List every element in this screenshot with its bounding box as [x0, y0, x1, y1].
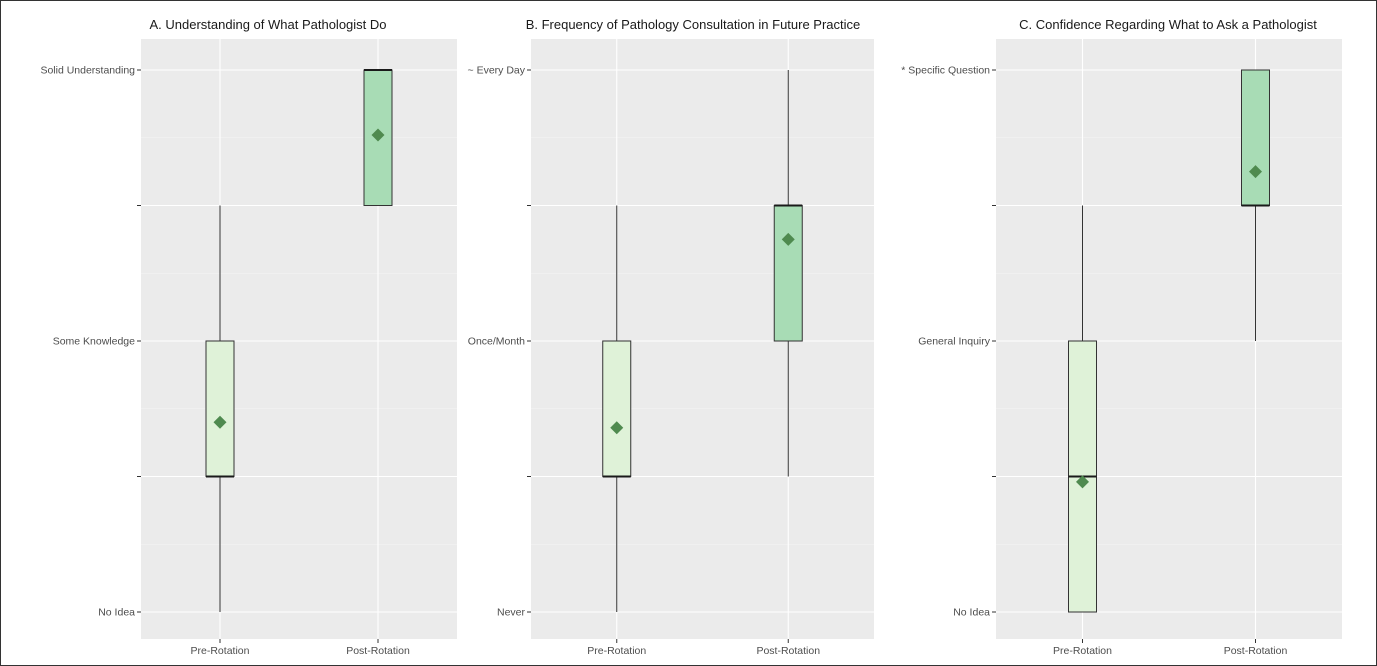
panel-background — [141, 39, 457, 639]
mean-marker — [1249, 165, 1262, 179]
mean-marker — [610, 421, 624, 435]
y-tick-label: Solid Understanding — [40, 65, 135, 77]
y-tick-label: Some Knowledge — [53, 336, 135, 348]
y-tick-label: Once/Month — [468, 336, 525, 348]
x-tick-label: Pre-Rotation — [587, 645, 646, 657]
y-tick-label: * Specific Question — [901, 65, 990, 77]
panel-background — [531, 39, 874, 639]
mean-marker — [213, 415, 227, 429]
mean-marker — [1076, 475, 1089, 489]
chart-title: A. Understanding of What Pathologist Do — [149, 17, 386, 32]
chart-title: C. Confidence Regarding What to Ask a Pa… — [1019, 17, 1317, 32]
box — [602, 340, 632, 477]
y-tick-label: No Idea — [98, 607, 135, 619]
box — [1241, 69, 1270, 206]
mean-marker — [371, 128, 385, 142]
y-tick-label: Never — [497, 607, 526, 619]
y-tick-label: General Inquiry — [918, 336, 991, 348]
box — [205, 340, 235, 477]
box — [773, 205, 803, 342]
panel-background — [996, 39, 1342, 639]
x-tick-label: Post-Rotation — [1224, 645, 1288, 657]
x-tick-label: Pre-Rotation — [191, 645, 250, 657]
x-tick-label: Post-Rotation — [346, 645, 410, 657]
mean-marker — [781, 232, 795, 246]
y-tick-label: No Idea — [953, 607, 990, 619]
y-tick-label: ~ Every Day — [468, 65, 526, 77]
x-tick-label: Post-Rotation — [756, 645, 820, 657]
x-tick-label: Pre-Rotation — [1053, 645, 1112, 657]
chart-title: B. Frequency of Pathology Consultation i… — [526, 17, 861, 32]
